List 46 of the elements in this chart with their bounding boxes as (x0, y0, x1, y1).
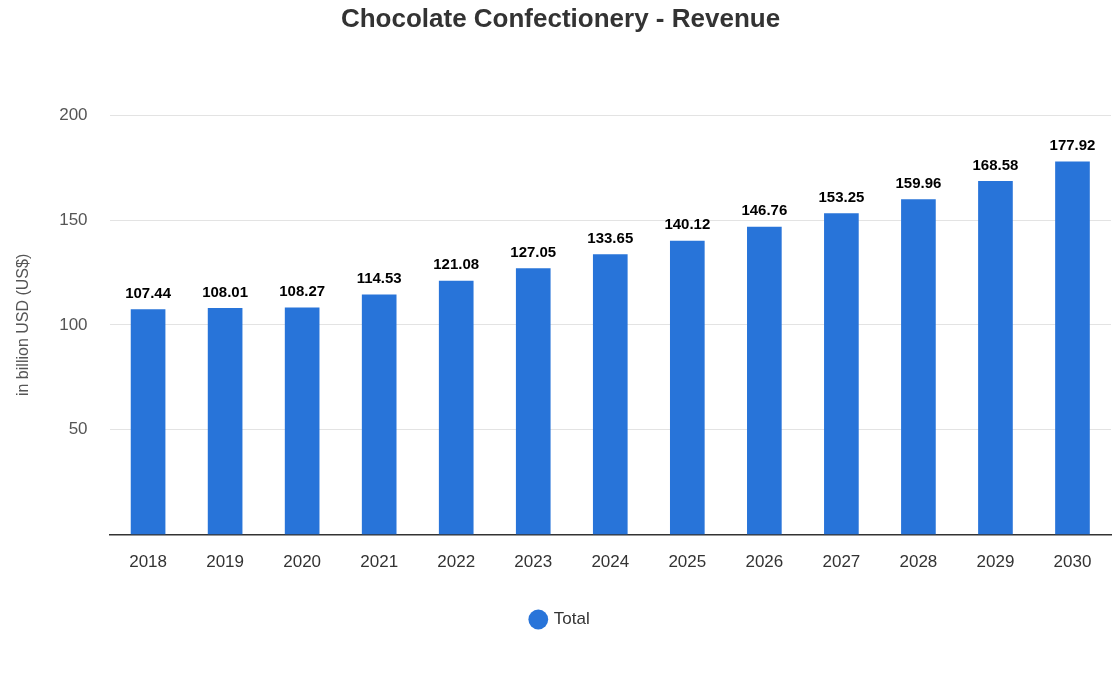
data-label: 133.65 (587, 228, 634, 246)
data-label: 114.53 (356, 269, 402, 287)
data-label: 127.05 (510, 242, 557, 260)
x-tick-label: 2029 (976, 552, 1015, 572)
x-tick-label: 2019 (206, 552, 245, 572)
x-tick-label: 2025 (668, 552, 707, 572)
bar (438, 280, 474, 535)
bar (284, 307, 320, 535)
bar (207, 308, 243, 535)
y-axis-title: in billion USD (US$) (14, 253, 32, 397)
bar (978, 181, 1013, 535)
data-label: 121.08 (433, 255, 480, 273)
x-tick-label: 2030 (1053, 552, 1092, 572)
y-tick-label: 100 (59, 314, 88, 334)
bar (824, 213, 859, 535)
bar (361, 294, 397, 535)
x-tick-label: 2023 (514, 552, 553, 572)
y-tick-label: 200 (59, 104, 88, 124)
data-label: 107.44 (125, 283, 172, 301)
legend-label: Total (553, 609, 590, 629)
bar (1055, 161, 1090, 535)
bar (901, 199, 936, 535)
bar (592, 254, 628, 535)
y-tick-label: 50 (68, 419, 88, 439)
chart-title: Chocolate Confectionery - Revenue (340, 2, 781, 33)
x-tick-label: 2021 (360, 552, 399, 572)
x-tick-label: 2028 (899, 552, 938, 572)
data-label: 159.96 (895, 173, 942, 191)
x-tick-label: 2026 (745, 552, 784, 572)
x-tick-label: 2018 (129, 552, 167, 572)
data-label: 168.58 (972, 155, 1019, 173)
bar (515, 268, 551, 535)
bar (130, 309, 166, 535)
data-label: 153.25 (818, 187, 865, 205)
data-label: 177.92 (1049, 136, 1096, 154)
x-tick-label: 2022 (437, 552, 476, 572)
x-tick-label: 2027 (822, 552, 861, 572)
data-label: 140.12 (664, 215, 711, 233)
x-tick-label: 2020 (283, 552, 322, 572)
y-tick-label: 150 (59, 209, 88, 229)
x-tick-label: 2024 (591, 552, 630, 572)
bar (747, 226, 782, 535)
data-label: 108.01 (202, 282, 249, 300)
bar (669, 240, 705, 535)
data-label: 146.76 (741, 201, 788, 219)
data-label: 108.27 (279, 282, 326, 300)
